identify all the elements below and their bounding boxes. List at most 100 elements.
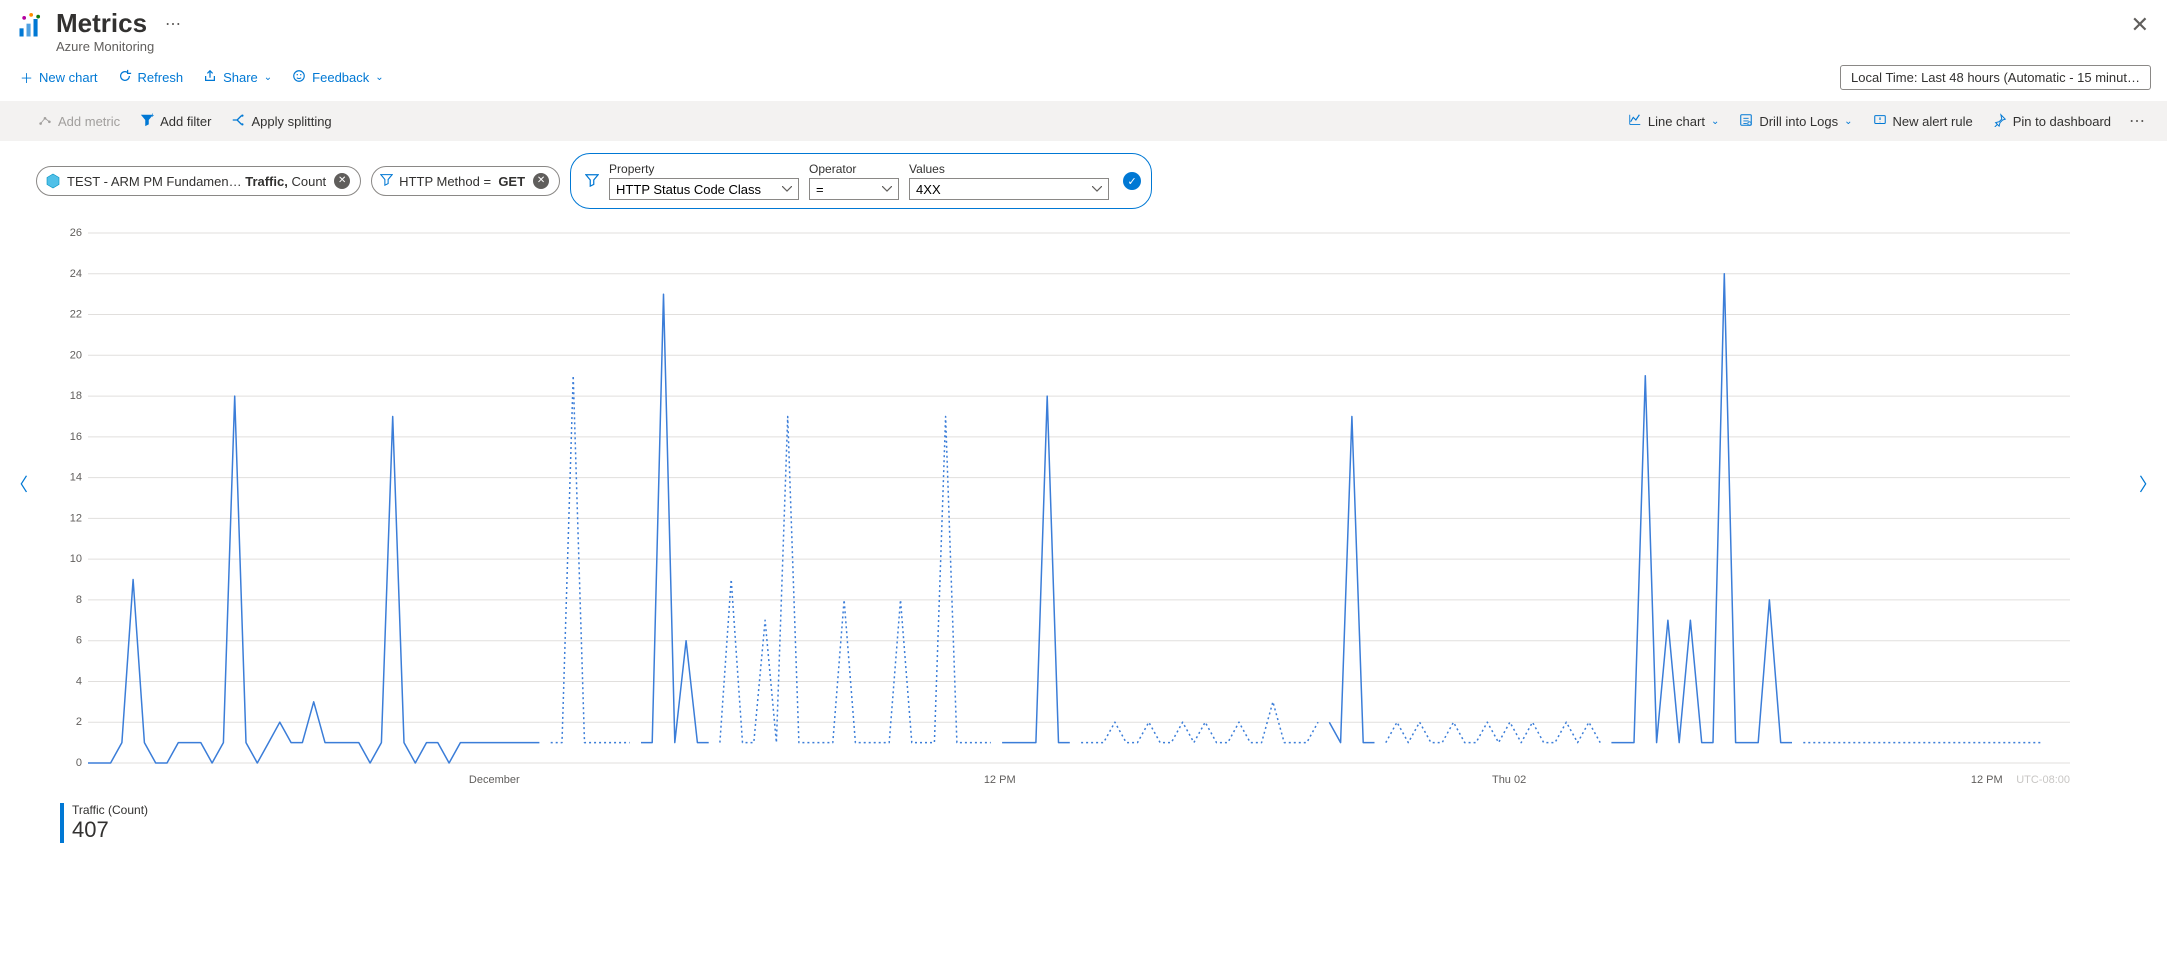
metric-name-text: Traffic, <box>245 174 288 189</box>
funnel-icon <box>380 173 393 189</box>
svg-text:12 PM: 12 PM <box>1971 774 2003 786</box>
resource-hex-icon <box>45 173 61 189</box>
page-title: Metrics <box>56 8 147 39</box>
property-select[interactable]: HTTP Status Code Class <box>609 178 799 200</box>
property-label: Property <box>609 162 799 176</box>
metric-agg-text: Count <box>291 174 326 189</box>
line-chart-label: Line chart <box>1648 114 1705 129</box>
svg-text:16: 16 <box>70 431 82 443</box>
legend-label: Traffic (Count) <box>72 803 2167 817</box>
pin-to-dashboard-button[interactable]: Pin to dashboard <box>1985 109 2119 134</box>
chevron-down-icon: ⌄ <box>1844 116 1852 127</box>
alert-icon <box>1873 113 1887 130</box>
metric-pill[interactable]: TEST - ARM PM Fundamen… Traffic, Count ✕ <box>36 166 361 196</box>
line-chart-icon <box>1628 113 1642 130</box>
add-filter-button[interactable]: + Add filter <box>132 109 219 134</box>
feedback-button[interactable]: Feedback ⌄ <box>284 65 391 90</box>
add-metric-button[interactable]: Add metric <box>30 109 128 134</box>
svg-text:0: 0 <box>76 757 82 769</box>
values-select[interactable]: 4XX <box>909 178 1109 200</box>
metrics-chart: 02468101214161820222426December12 PMThu … <box>60 227 2107 797</box>
svg-text:12: 12 <box>70 512 82 524</box>
feedback-icon <box>292 69 306 86</box>
operator-column: Operator = <box>809 162 899 200</box>
apply-filter-icon[interactable]: ✓ <box>1123 172 1141 190</box>
filter-field-text: HTTP Method <box>399 174 480 189</box>
refresh-button[interactable]: Refresh <box>110 65 192 90</box>
svg-text:22: 22 <box>70 309 82 321</box>
refresh-label: Refresh <box>138 70 184 85</box>
remove-filter-icon[interactable]: ✕ <box>533 173 549 189</box>
add-filter-label: Add filter <box>160 114 211 129</box>
close-icon[interactable]: ✕ <box>2131 12 2149 38</box>
svg-text:18: 18 <box>70 390 82 402</box>
svg-text:26: 26 <box>70 227 82 239</box>
add-metric-label: Add metric <box>58 114 120 129</box>
chart-controls-bar: Add metric + Add filter Apply splitting … <box>0 101 2167 141</box>
scroll-right-icon[interactable]: 〉 <box>2131 463 2165 505</box>
controls-left: Add metric + Add filter Apply splitting <box>30 109 340 134</box>
remove-metric-icon[interactable]: ✕ <box>334 173 350 189</box>
apply-splitting-button[interactable]: Apply splitting <box>223 109 339 134</box>
new-chart-button[interactable]: ＋ New chart <box>12 64 106 91</box>
svg-text:8: 8 <box>76 594 82 606</box>
values-label: Values <box>909 162 1109 176</box>
chevron-down-icon: ⌄ <box>1711 116 1719 127</box>
share-label: Share <box>223 70 258 85</box>
svg-text:+: + <box>151 113 155 119</box>
svg-text:2: 2 <box>76 716 82 728</box>
filter-plus-icon: + <box>140 113 154 130</box>
toolbar: ＋ New chart Refresh Share ⌄ Feedback ⌄ L… <box>0 58 2167 101</box>
share-button[interactable]: Share ⌄ <box>195 65 280 90</box>
new-chart-label: New chart <box>39 70 98 85</box>
pin-icon <box>1993 113 2007 130</box>
line-chart-dropdown[interactable]: Line chart ⌄ <box>1620 109 1727 134</box>
filter-editor: Property HTTP Status Code Class Operator… <box>570 153 1152 209</box>
funnel-icon <box>585 173 599 190</box>
apply-splitting-label: Apply splitting <box>251 114 331 129</box>
page-header: Metrics ⋯ Azure Monitoring <box>0 0 2167 58</box>
title-block: Metrics ⋯ Azure Monitoring <box>16 8 189 54</box>
scroll-left-icon[interactable]: 〈 <box>2 463 36 505</box>
svg-text:UTC-08:00: UTC-08:00 <box>2016 774 2070 786</box>
operator-select[interactable]: = <box>809 178 899 200</box>
drill-logs-label: Drill into Logs <box>1759 114 1838 129</box>
svg-text:14: 14 <box>70 472 82 484</box>
svg-text:20: 20 <box>70 349 82 361</box>
legend-value: 407 <box>72 817 2167 843</box>
new-alert-rule-button[interactable]: New alert rule <box>1865 109 1981 134</box>
toolbar-left: ＋ New chart Refresh Share ⌄ Feedback ⌄ <box>12 64 392 91</box>
http-method-filter-pill[interactable]: HTTP Method = GET ✕ <box>371 166 560 196</box>
splitting-icon <box>231 113 245 130</box>
feedback-label: Feedback <box>312 70 369 85</box>
page-subtitle: Azure Monitoring <box>56 39 189 54</box>
operator-label: Operator <box>809 162 899 176</box>
metric-resource-text: TEST - ARM PM Fundamen… <box>67 174 242 189</box>
svg-text:24: 24 <box>70 268 82 280</box>
svg-text:12 PM: 12 PM <box>984 774 1016 786</box>
filter-val-text: GET <box>498 174 525 189</box>
add-metric-icon <box>38 113 52 130</box>
property-column: Property HTTP Status Code Class <box>609 162 799 200</box>
more-actions-icon[interactable]: ⋯ <box>2123 111 2151 131</box>
values-column: Values 4XX <box>909 162 1109 200</box>
svg-text:4: 4 <box>76 675 82 687</box>
filter-row: TEST - ARM PM Fundamen… Traffic, Count ✕… <box>0 141 2167 217</box>
chevron-down-icon: ⌄ <box>375 72 383 83</box>
chevron-down-icon: ⌄ <box>264 72 272 83</box>
svg-text:Thu 02: Thu 02 <box>1492 774 1526 786</box>
drill-into-logs-button[interactable]: Drill into Logs ⌄ <box>1731 109 1860 134</box>
controls-right: Line chart ⌄ Drill into Logs ⌄ New alert… <box>1620 109 2151 134</box>
metrics-icon <box>16 12 44 40</box>
chart-svg: 02468101214161820222426December12 PMThu … <box>60 227 2080 797</box>
time-range-pill[interactable]: Local Time: Last 48 hours (Automatic - 1… <box>1840 65 2151 90</box>
share-icon <box>203 69 217 86</box>
refresh-icon <box>118 69 132 86</box>
title-more-icon[interactable]: ⋯ <box>157 10 189 38</box>
legend: Traffic (Count) 407 <box>60 803 2167 843</box>
plus-icon: ＋ <box>20 68 33 87</box>
filter-op-text: = <box>483 174 491 189</box>
title-text: Metrics ⋯ Azure Monitoring <box>56 8 189 54</box>
svg-text:December: December <box>469 774 520 786</box>
new-alert-label: New alert rule <box>1893 114 1973 129</box>
